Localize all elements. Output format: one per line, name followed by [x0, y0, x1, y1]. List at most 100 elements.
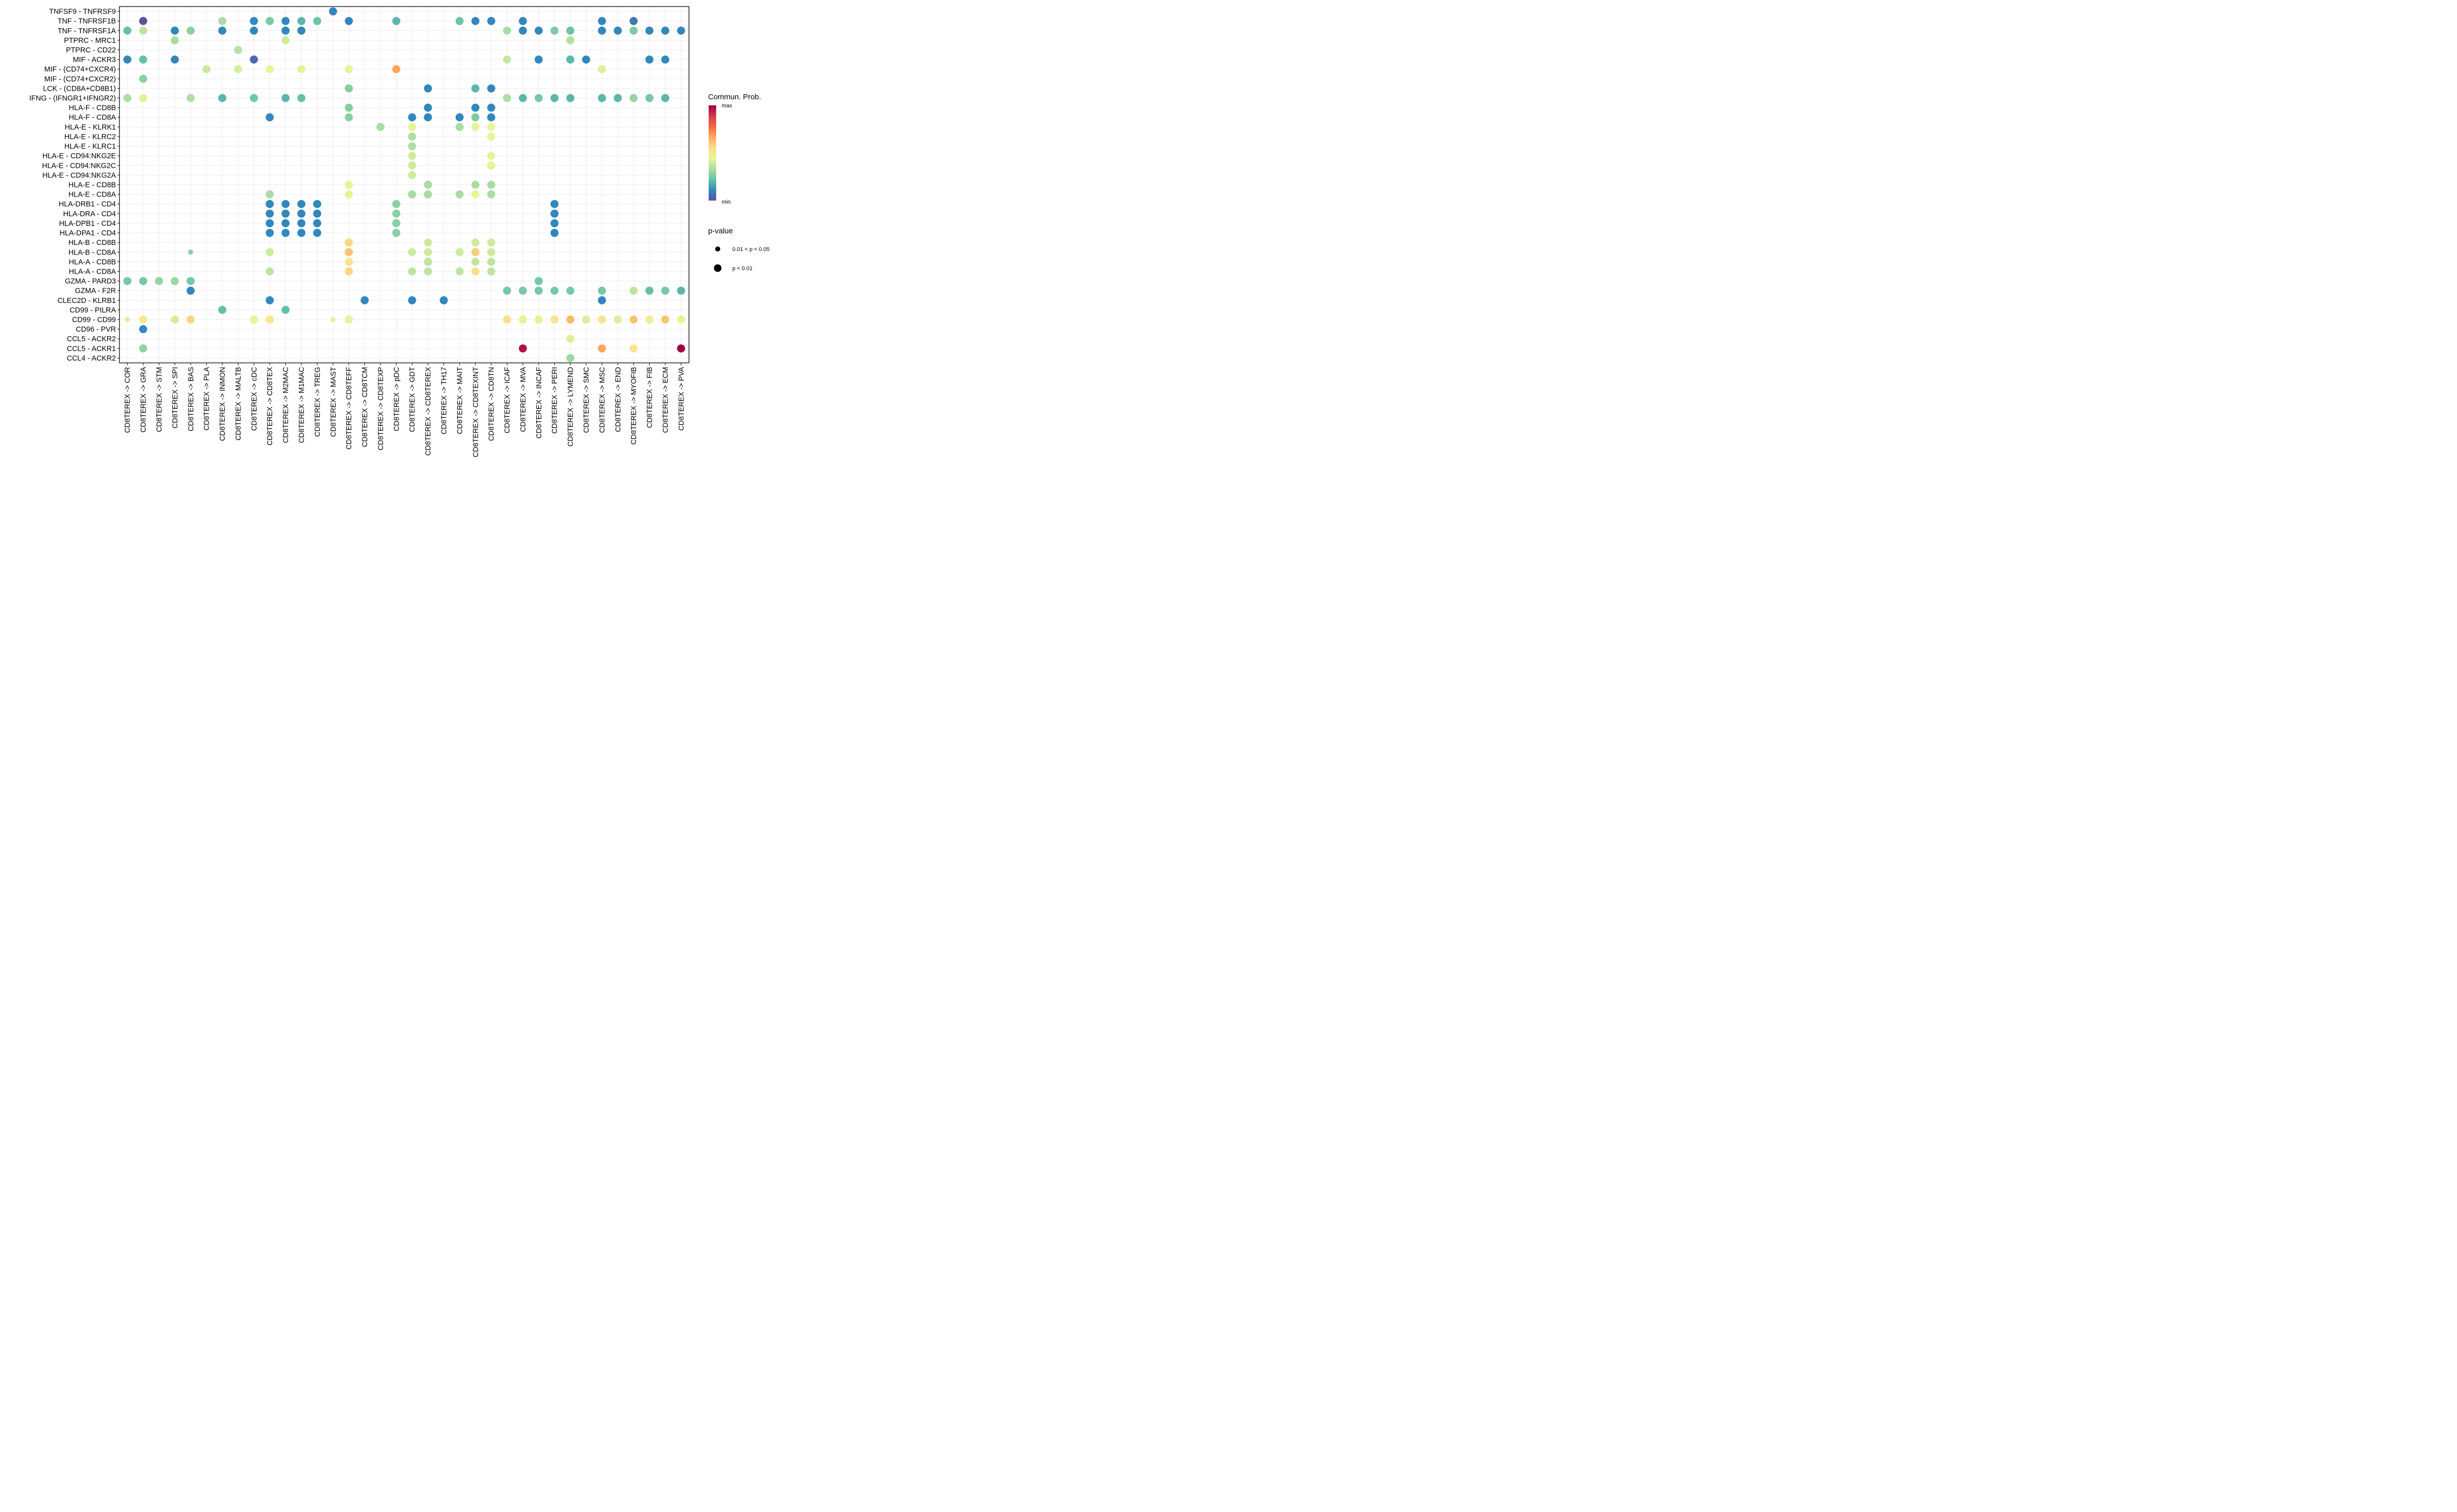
data-point	[471, 258, 480, 266]
data-point	[313, 209, 322, 218]
data-point	[345, 190, 353, 199]
data-point	[566, 26, 575, 35]
color-bar	[709, 105, 716, 201]
data-point	[471, 17, 480, 25]
color-legend-min-label: min	[722, 199, 731, 205]
pvalue-legend-small-dot	[715, 246, 720, 251]
data-point	[582, 55, 590, 64]
y-tick-label: HLA-E - KLRK1	[65, 123, 116, 132]
x-tick-label: CD8TEREX -> GRA	[140, 367, 148, 432]
data-point	[550, 209, 559, 218]
data-point	[345, 238, 353, 247]
data-point	[550, 26, 559, 35]
data-point	[186, 277, 195, 285]
data-point	[455, 267, 464, 276]
x-tick-label: CD8TEREX -> PERI	[551, 367, 559, 434]
data-point	[661, 94, 669, 102]
data-point	[471, 103, 480, 112]
x-tick-label: CD8TEREX -> LYMEND	[567, 367, 575, 447]
data-point	[487, 122, 495, 131]
x-tick-label: CD8TEREX -> MVA	[519, 367, 527, 432]
y-tick-label: MIF - ACKR3	[73, 56, 116, 64]
x-tick-label: CD8TEREX -> STM	[155, 367, 163, 432]
data-point	[519, 316, 527, 324]
data-point	[645, 94, 654, 102]
data-point	[566, 335, 575, 343]
data-point	[408, 142, 416, 151]
data-point	[345, 248, 353, 257]
data-point	[139, 316, 148, 324]
data-point	[455, 122, 464, 131]
data-point	[645, 316, 654, 324]
data-point	[566, 354, 575, 362]
data-point	[645, 55, 654, 64]
data-point	[629, 316, 638, 324]
x-tick-label: CD8TEREX -> PVA	[677, 367, 685, 431]
y-tick-label: PTPRC - CD22	[66, 46, 116, 54]
data-point	[598, 17, 606, 25]
data-point	[487, 161, 495, 170]
data-point	[408, 113, 416, 121]
data-point	[629, 286, 638, 295]
data-point	[218, 26, 227, 35]
data-point	[249, 94, 258, 102]
data-point	[139, 17, 148, 25]
data-point	[534, 94, 543, 102]
pvalue-legend-large-label: p < 0.01	[732, 266, 752, 272]
data-point	[534, 277, 543, 285]
data-point	[455, 248, 464, 257]
data-point	[471, 122, 480, 131]
data-point	[629, 344, 638, 353]
data-point	[345, 267, 353, 276]
data-point	[487, 238, 495, 247]
data-point	[281, 305, 290, 314]
data-point	[503, 55, 512, 64]
y-tick-label: HLA-E - CD94:NKG2C	[42, 162, 116, 170]
data-point	[202, 65, 211, 74]
data-point	[408, 171, 416, 179]
y-tick-label: CD96 - PVR	[76, 326, 116, 334]
x-tick-label: CD8TEREX -> M2MAC	[282, 367, 290, 443]
data-point	[218, 17, 227, 25]
data-point	[218, 305, 227, 314]
data-point	[661, 55, 669, 64]
data-point	[455, 113, 464, 121]
data-point	[266, 209, 274, 218]
data-point	[266, 296, 274, 304]
data-point	[408, 248, 416, 257]
data-point	[266, 190, 274, 199]
y-tick-label: HLA-E - CD8B	[69, 181, 116, 190]
data-point	[139, 277, 148, 285]
data-point	[598, 316, 606, 324]
data-point	[392, 200, 401, 208]
data-point	[519, 17, 527, 25]
data-point	[519, 26, 527, 35]
data-point	[266, 17, 274, 25]
data-point	[677, 344, 685, 353]
y-tick-label: TNF - TNFRSF1A	[57, 27, 116, 35]
data-point	[471, 238, 480, 247]
data-point	[503, 316, 512, 324]
data-point	[281, 36, 290, 44]
data-point	[550, 94, 559, 102]
data-point	[186, 26, 195, 35]
y-tick-label: PTPRC - MRC1	[64, 37, 116, 45]
data-point	[487, 17, 495, 25]
data-point	[188, 249, 194, 255]
x-tick-label: CD8TEREX -> ECM	[662, 367, 670, 433]
color-legend: Commun. Prob. max min	[708, 93, 761, 205]
data-point	[345, 17, 353, 25]
data-point	[487, 267, 495, 276]
data-point	[123, 277, 132, 285]
data-points	[123, 7, 685, 362]
y-tick-label: HLA-F - CD8A	[69, 114, 116, 122]
x-tick-label: CD8TEREX -> FIB	[646, 367, 654, 428]
data-point	[471, 248, 480, 257]
data-point	[503, 286, 512, 295]
data-point	[487, 180, 495, 189]
data-point	[345, 103, 353, 112]
data-point	[677, 26, 685, 35]
data-point	[266, 200, 274, 208]
data-point	[266, 229, 274, 237]
